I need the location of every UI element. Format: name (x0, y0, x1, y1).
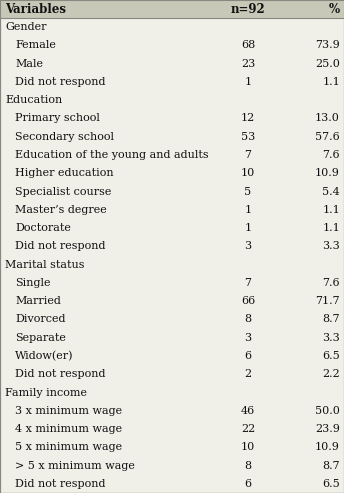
Text: 3.3: 3.3 (322, 242, 340, 251)
Text: Female: Female (15, 40, 56, 50)
Text: Master’s degree: Master’s degree (15, 205, 107, 215)
Text: 57.6: 57.6 (315, 132, 340, 142)
Text: 6.5: 6.5 (322, 479, 340, 489)
Text: %: % (329, 2, 340, 15)
Text: 23.9: 23.9 (315, 424, 340, 434)
Text: 8.7: 8.7 (322, 315, 340, 324)
Text: Education of the young and adults: Education of the young and adults (15, 150, 208, 160)
Text: 3: 3 (245, 242, 251, 251)
Text: Gender: Gender (5, 22, 46, 32)
Text: Doctorate: Doctorate (15, 223, 71, 233)
Text: Specialist course: Specialist course (15, 186, 111, 197)
Text: Primary school: Primary school (15, 113, 100, 123)
Text: 13.0: 13.0 (315, 113, 340, 123)
Text: 3 x minimum wage: 3 x minimum wage (15, 406, 122, 416)
Text: Education: Education (5, 95, 62, 105)
Text: n=92: n=92 (230, 2, 265, 15)
Text: 2: 2 (245, 369, 251, 379)
Text: 46: 46 (241, 406, 255, 416)
Text: 1: 1 (245, 205, 251, 215)
Text: Male: Male (15, 59, 43, 69)
Text: 10.9: 10.9 (315, 168, 340, 178)
Text: Did not respond: Did not respond (15, 369, 106, 379)
Text: 4 x minimum wage: 4 x minimum wage (15, 424, 122, 434)
Text: 7.6: 7.6 (322, 150, 340, 160)
Text: 25.0: 25.0 (315, 59, 340, 69)
Text: Single: Single (15, 278, 51, 288)
Text: 5.4: 5.4 (322, 186, 340, 197)
Text: Did not respond: Did not respond (15, 77, 106, 87)
Text: 7.6: 7.6 (322, 278, 340, 288)
Text: 1.1: 1.1 (322, 205, 340, 215)
Text: 8: 8 (245, 460, 251, 471)
Text: 8: 8 (245, 315, 251, 324)
Text: Separate: Separate (15, 333, 66, 343)
Text: 7: 7 (245, 150, 251, 160)
Text: 5: 5 (245, 186, 251, 197)
Text: Married: Married (15, 296, 61, 306)
Text: 8.7: 8.7 (322, 460, 340, 471)
Text: Divorced: Divorced (15, 315, 65, 324)
Text: > 5 x minimum wage: > 5 x minimum wage (15, 460, 135, 471)
Text: 1.1: 1.1 (322, 77, 340, 87)
Text: 1: 1 (245, 223, 251, 233)
Text: 68: 68 (241, 40, 255, 50)
Text: 71.7: 71.7 (315, 296, 340, 306)
Text: Higher education: Higher education (15, 168, 114, 178)
Text: 7: 7 (245, 278, 251, 288)
Text: 6: 6 (245, 351, 251, 361)
Text: 22: 22 (241, 424, 255, 434)
Text: Secondary school: Secondary school (15, 132, 114, 142)
Text: 3.3: 3.3 (322, 333, 340, 343)
Text: 12: 12 (241, 113, 255, 123)
Text: Did not respond: Did not respond (15, 242, 106, 251)
Text: 23: 23 (241, 59, 255, 69)
Text: 6.5: 6.5 (322, 351, 340, 361)
Text: Variables: Variables (5, 2, 66, 15)
Text: 66: 66 (241, 296, 255, 306)
Text: 10: 10 (241, 442, 255, 452)
Text: Widow(er): Widow(er) (15, 351, 74, 361)
Text: 6: 6 (245, 479, 251, 489)
Text: 10.9: 10.9 (315, 442, 340, 452)
Text: Family income: Family income (5, 387, 87, 397)
Text: Marital status: Marital status (5, 260, 85, 270)
Text: 53: 53 (241, 132, 255, 142)
Text: 73.9: 73.9 (315, 40, 340, 50)
Text: 3: 3 (245, 333, 251, 343)
Text: 10: 10 (241, 168, 255, 178)
Text: 5 x minimum wage: 5 x minimum wage (15, 442, 122, 452)
Text: 1.1: 1.1 (322, 223, 340, 233)
Text: 1: 1 (245, 77, 251, 87)
Text: Did not respond: Did not respond (15, 479, 106, 489)
Text: 2.2: 2.2 (322, 369, 340, 379)
Text: 50.0: 50.0 (315, 406, 340, 416)
Bar (0, 0, 344, 18)
